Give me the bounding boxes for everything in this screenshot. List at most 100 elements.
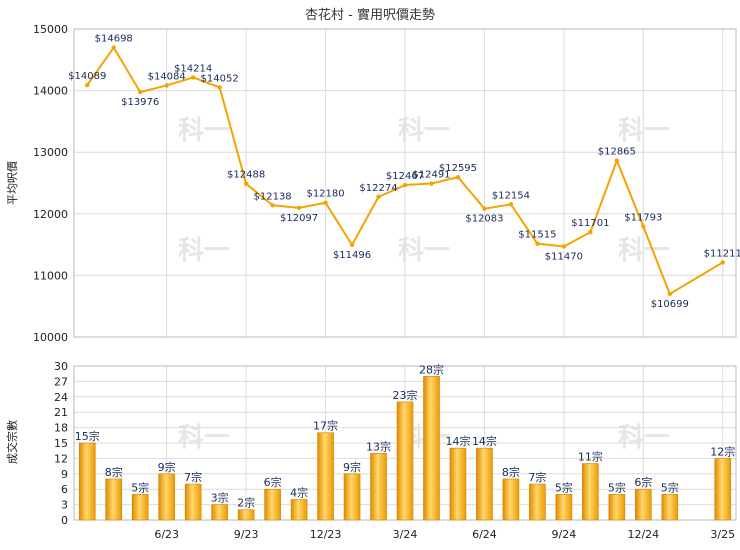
- count-bar: [78, 442, 96, 521]
- price-point: [508, 202, 514, 207]
- count-bar: [158, 473, 175, 521]
- price-point: [641, 224, 646, 229]
- price-data-label: $12488: [227, 170, 265, 181]
- count-y-tick-label: 27: [54, 375, 68, 388]
- price-data-label: $14084: [148, 71, 186, 82]
- count-bar: [635, 488, 652, 521]
- count-data-label: 23宗: [393, 388, 418, 402]
- price-point: [323, 200, 328, 205]
- count-data-label: 15宗: [75, 429, 100, 443]
- price-point: [85, 82, 90, 88]
- price-point: [190, 75, 196, 80]
- price-point: [164, 83, 169, 88]
- count-y-tick-label: 24: [54, 391, 68, 404]
- price-point: [402, 182, 408, 188]
- count-data-label: 14宗: [472, 434, 497, 448]
- watermark-text: 科一: [178, 236, 230, 266]
- price-data-label: $12097: [280, 213, 318, 224]
- x-tick-label: 6/23: [154, 528, 179, 541]
- count-y-tick-label: 30: [54, 360, 68, 373]
- count-data-label: 3宗: [211, 491, 229, 505]
- price-data-label: $13976: [121, 97, 159, 108]
- count-data-label: 9宗: [343, 460, 361, 474]
- count-bar: [105, 478, 123, 521]
- watermark-text: 科一: [178, 116, 230, 146]
- price-point: [455, 174, 461, 180]
- count-data-label: 17宗: [313, 419, 338, 433]
- price-point: [429, 181, 434, 186]
- price-data-label: $11470: [545, 251, 583, 262]
- count-data-label: 5宗: [661, 480, 679, 494]
- count-bar: [608, 494, 626, 521]
- price-point: [482, 206, 487, 211]
- count-data-label: 4宗: [290, 485, 308, 499]
- price-data-label: $11515: [518, 230, 556, 241]
- count-bar: [476, 447, 493, 521]
- price-y-tick-label: 10000: [33, 331, 68, 344]
- chart-title: 杏花村 - 實用呎價走勢: [305, 7, 435, 23]
- count-data-label: 8宗: [502, 465, 520, 479]
- price-data-label: $12595: [439, 163, 477, 174]
- x-tick-label: 9/24: [552, 528, 577, 541]
- count-bar: [661, 494, 679, 521]
- price-point: [535, 241, 540, 246]
- price-data-label: $12138: [254, 191, 292, 202]
- price-y-tick-label: 14000: [33, 85, 68, 98]
- count-y-tick-label: 21: [54, 406, 68, 419]
- count-bar: [370, 452, 387, 521]
- count-bar: [555, 494, 573, 521]
- count-y-tick-label: 3: [61, 499, 68, 512]
- count-data-label: 14宗: [445, 434, 470, 448]
- count-bar: [264, 488, 281, 521]
- count-bar: [211, 504, 228, 521]
- price-point: [376, 194, 381, 200]
- watermark-text: 科一: [618, 236, 670, 266]
- price-series-line: [86, 45, 724, 296]
- price-point: [270, 203, 275, 208]
- count-bar: [529, 483, 546, 521]
- count-bar: [714, 458, 732, 521]
- price-point: [614, 158, 620, 163]
- price-data-label: $12083: [465, 214, 503, 225]
- price-point: [296, 205, 302, 211]
- price-data-label: $12467: [386, 171, 424, 182]
- count-data-label: 11宗: [578, 450, 603, 464]
- count-y-tick-label: 12: [54, 452, 68, 465]
- count-data-label: 5宗: [131, 480, 149, 494]
- count-bar: [396, 401, 414, 521]
- count-data-label: 28宗: [419, 362, 444, 376]
- count-data-label: 9宗: [158, 460, 176, 474]
- price-data-label: $14214: [174, 63, 212, 74]
- count-data-label: 7宗: [528, 470, 546, 484]
- price-data-label: $11701: [571, 218, 609, 229]
- x-tick-label: 12/24: [627, 528, 659, 541]
- count-bar: [582, 463, 599, 521]
- count-data-label: 12宗: [710, 444, 735, 458]
- x-tick-label: 3/25: [710, 528, 735, 541]
- price-data-label: $12865: [598, 147, 636, 158]
- price-y-axis-label: 平均呎價: [5, 161, 19, 205]
- count-bar: [184, 483, 202, 521]
- count-bar: [237, 509, 255, 521]
- x-tick-label: 6/24: [472, 528, 497, 541]
- count-data-label: 2宗: [237, 496, 255, 510]
- count-y-tick-label: 9: [61, 468, 68, 481]
- price-data-label: $12154: [492, 190, 530, 201]
- count-data-label: 13宗: [366, 439, 391, 453]
- watermark-text: 科一: [618, 116, 670, 146]
- count-bar: [449, 447, 467, 521]
- price-point: [217, 85, 222, 90]
- price-data-label: $11211: [704, 248, 740, 259]
- count-y-tick-label: 0: [61, 514, 68, 527]
- x-tick-label: 12/23: [310, 528, 342, 541]
- watermark-text: 科一: [398, 236, 450, 266]
- price-plot-frame: [73, 28, 737, 338]
- count-y-axis-label: 成交宗數: [5, 420, 19, 464]
- price-data-label: $12180: [306, 189, 344, 200]
- price-point: [588, 230, 593, 235]
- count-data-label: 5宗: [608, 480, 626, 494]
- price-y-tick-label: 13000: [33, 146, 68, 159]
- count-data-label: 8宗: [105, 465, 123, 479]
